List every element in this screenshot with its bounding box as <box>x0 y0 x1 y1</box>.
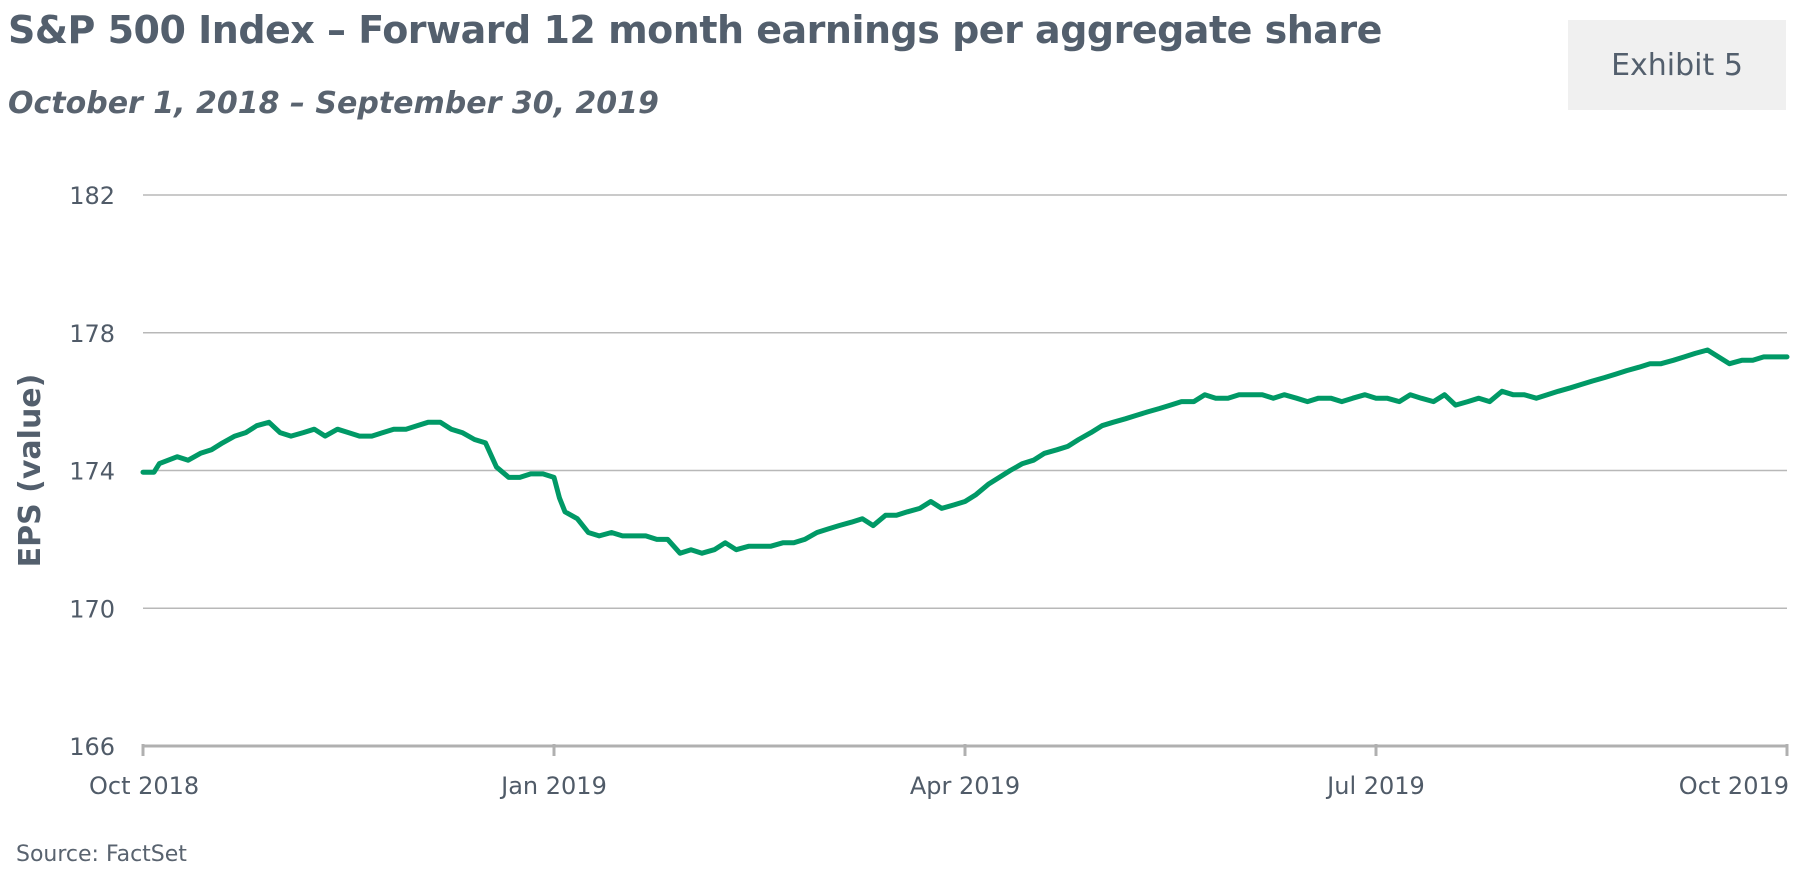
gridlines <box>143 194 1787 609</box>
y-tick-label: 182 <box>69 182 115 210</box>
source-note: Source: FactSet <box>16 842 187 867</box>
exhibit-badge: Exhibit 5 <box>1568 20 1786 110</box>
y-tick-label: 170 <box>69 595 115 623</box>
x-axis-ticks: Oct 2018 Jan 2019 Apr 2019 Jul 2019 Oct 2019 <box>89 744 1789 800</box>
series-group <box>140 347 1790 556</box>
series-line-0 <box>140 347 1790 556</box>
x-tick-label: Jan 2019 <box>499 772 607 800</box>
x-tick-label: Oct 2018 <box>89 772 199 800</box>
y-tick-label: 178 <box>69 320 115 348</box>
x-tick-label: Jul 2019 <box>1325 772 1425 800</box>
x-tick-label: Apr 2019 <box>910 772 1020 800</box>
y-tick-label: 166 <box>69 733 115 761</box>
y-axis-ticks: 182 178 174 170 166 <box>69 182 115 761</box>
exhibit-label: Exhibit 5 <box>1611 47 1743 83</box>
chart-title: S&P 500 Index – Forward 12 month earning… <box>8 8 1382 52</box>
y-tick-label: 174 <box>69 458 115 486</box>
x-tick-label: Oct 2019 <box>1679 772 1789 800</box>
y-axis-label: EPS (value) <box>13 374 48 568</box>
chart-subtitle: October 1, 2018 – September 30, 2019 <box>8 86 659 121</box>
